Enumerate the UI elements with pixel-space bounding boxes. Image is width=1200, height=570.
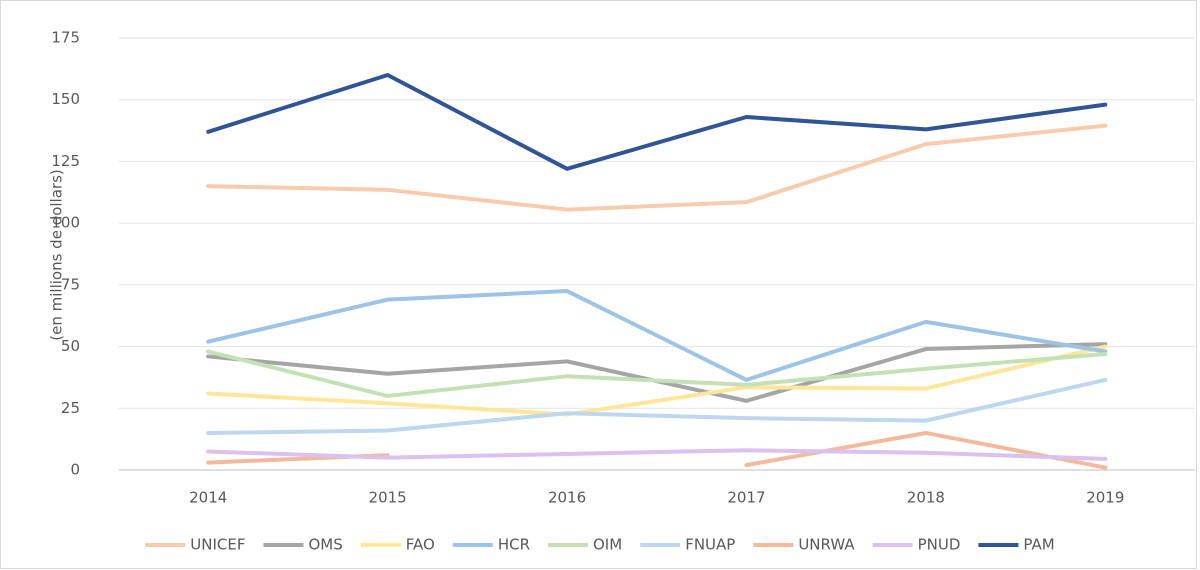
legend-label: OIM <box>593 536 622 554</box>
legend-label: UNICEF <box>190 536 245 554</box>
legend-item: PAM <box>978 536 1055 554</box>
x-tick-label: 2016 <box>548 489 586 507</box>
series-line <box>206 349 1108 398</box>
y-tick-label: 150 <box>51 90 80 108</box>
legend-label: FNUAP <box>685 536 735 554</box>
y-tick-label: 175 <box>51 29 80 47</box>
x-tick-label: 2019 <box>1086 489 1124 507</box>
x-tick-label: 2018 <box>907 489 945 507</box>
legend-item: UNICEF <box>145 536 245 554</box>
legend-item: OMS <box>263 536 343 554</box>
series-line <box>206 344 1108 417</box>
series-line <box>206 73 1108 171</box>
y-tick-label: 0 <box>70 461 80 479</box>
legend-label: PAM <box>1023 536 1054 554</box>
legend-item: UNRWA <box>753 536 855 554</box>
x-tick-label: 2017 <box>727 489 765 507</box>
legend-label: OMS <box>308 536 342 554</box>
y-tick-label: 75 <box>61 275 80 293</box>
y-axis-label: (en millions de dollars) <box>48 169 66 340</box>
series-line <box>206 377 1108 435</box>
legend-item: PNUD <box>872 536 961 554</box>
series-line <box>206 123 1108 212</box>
y-tick-label: 100 <box>51 214 80 232</box>
legend-label: PNUD <box>918 536 961 554</box>
y-tick-label: 50 <box>61 337 80 355</box>
legend-item: FAO <box>360 536 435 554</box>
legend-label: UNRWA <box>798 536 855 554</box>
series-line <box>206 342 1108 403</box>
x-tick-label: 2014 <box>189 489 227 507</box>
y-tick-label: 125 <box>51 152 80 170</box>
legend-item: OIM <box>548 536 622 554</box>
x-tick-label: 2015 <box>369 489 407 507</box>
legend-item: HCR <box>452 536 530 554</box>
series-line <box>206 448 1108 461</box>
y-tick-label: 25 <box>61 399 80 417</box>
legend-label: HCR <box>498 536 530 554</box>
legend-label: FAO <box>406 536 435 554</box>
series-line <box>206 289 1108 382</box>
legend-item: FNUAP <box>640 536 735 554</box>
